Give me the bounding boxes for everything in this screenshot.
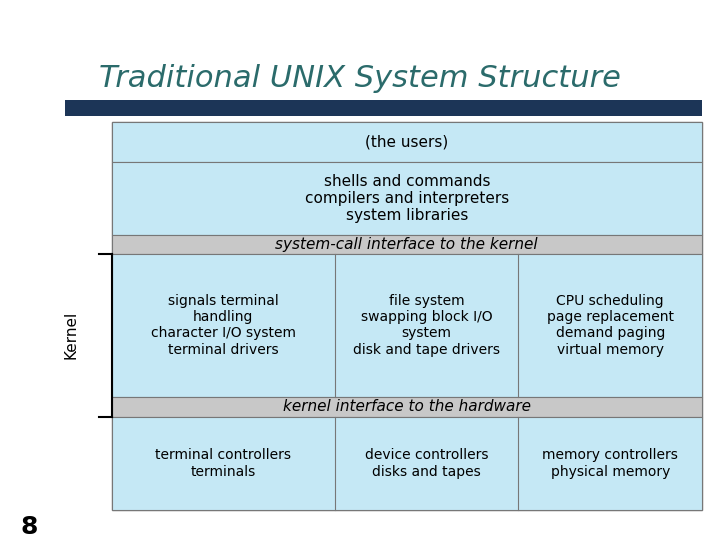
Text: system-call interface to the kernel: system-call interface to the kernel — [276, 237, 538, 252]
Text: kernel interface to the hardware: kernel interface to the hardware — [283, 400, 531, 414]
Text: terminal controllers
terminals: terminal controllers terminals — [156, 449, 291, 478]
Text: 8: 8 — [20, 515, 37, 538]
Text: shells and commands
compilers and interpreters
system libraries: shells and commands compilers and interp… — [305, 173, 509, 224]
Text: device controllers
disks and tapes: device controllers disks and tapes — [365, 449, 488, 478]
FancyBboxPatch shape — [112, 122, 702, 510]
FancyBboxPatch shape — [112, 162, 702, 235]
Text: (the users): (the users) — [365, 134, 449, 149]
Text: signals terminal
handling
character I/O system
terminal drivers: signals terminal handling character I/O … — [150, 294, 296, 356]
Text: memory controllers
physical memory: memory controllers physical memory — [542, 449, 678, 478]
FancyBboxPatch shape — [76, 0, 720, 113]
Text: Kernel: Kernel — [63, 311, 78, 360]
FancyBboxPatch shape — [112, 122, 702, 162]
FancyBboxPatch shape — [112, 417, 702, 510]
FancyBboxPatch shape — [0, 0, 83, 540]
Text: CPU scheduling
page replacement
demand paging
virtual memory: CPU scheduling page replacement demand p… — [546, 294, 674, 356]
Text: file system
swapping block I/O
system
disk and tape drivers: file system swapping block I/O system di… — [353, 294, 500, 356]
FancyBboxPatch shape — [65, 100, 702, 116]
Text: Traditional UNIX System Structure: Traditional UNIX System Structure — [99, 64, 621, 93]
FancyBboxPatch shape — [112, 254, 702, 397]
FancyBboxPatch shape — [112, 397, 702, 417]
FancyBboxPatch shape — [112, 235, 702, 254]
